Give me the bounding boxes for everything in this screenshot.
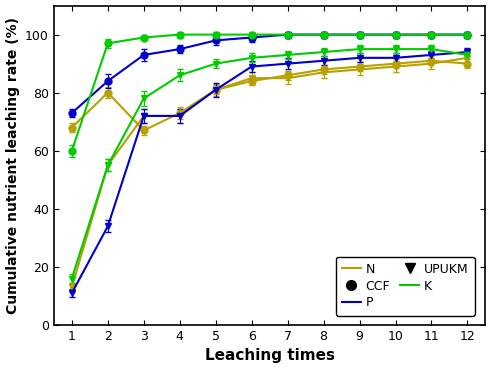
Y-axis label: Cumulative nutrient leaching rate (%): Cumulative nutrient leaching rate (%) [5, 17, 20, 314]
Legend: N, CCF, P, UPUKM, K, : N, CCF, P, UPUKM, K, [336, 256, 475, 315]
X-axis label: Leaching times: Leaching times [205, 348, 335, 363]
